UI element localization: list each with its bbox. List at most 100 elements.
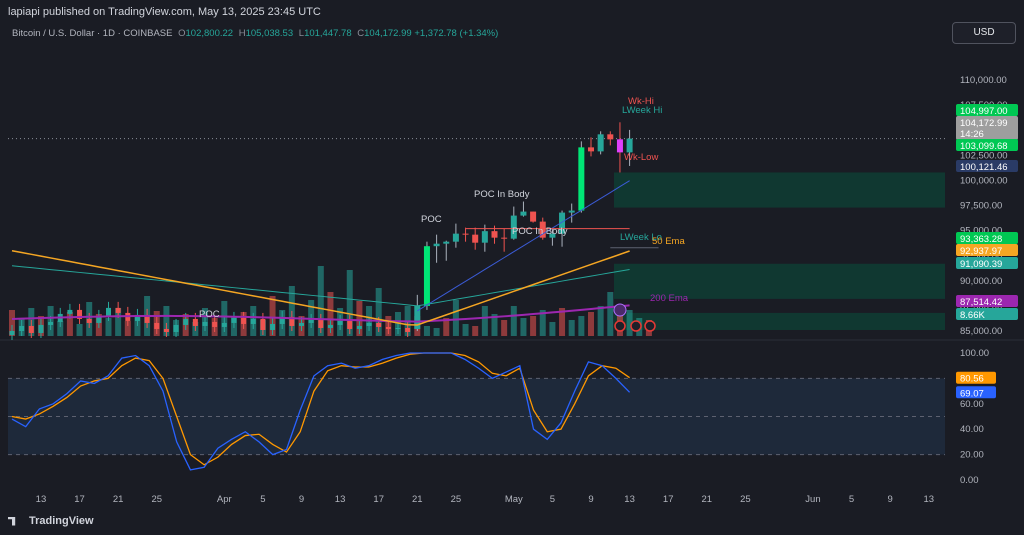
candle-body [481, 231, 488, 243]
price-label-text: 103,099.68 [960, 141, 1008, 152]
currency-button[interactable]: USD [952, 22, 1016, 44]
candle-body [385, 326, 391, 329]
y-tick-label: 97,500.00 [960, 201, 1002, 212]
price-label-text: 87,514.42 [960, 297, 1002, 308]
candle-body [530, 211, 537, 222]
price-label-box [956, 244, 1018, 256]
volume-bar [559, 308, 566, 336]
x-tick-label: 25 [151, 494, 162, 505]
candle-body [510, 215, 517, 239]
volume-bar [568, 320, 575, 336]
volume-bar [76, 324, 83, 336]
candle-body [86, 318, 92, 323]
price-label-text: 92,937.97 [960, 246, 1002, 257]
event-badge-icon [644, 320, 656, 332]
publisher-line: lapiapi published on TradingView.com, Ma… [8, 6, 321, 18]
price-label-box [956, 104, 1018, 116]
x-tick-label: 25 [451, 494, 462, 505]
stoch-k-value-box [956, 386, 996, 399]
tv-logo-icon [8, 516, 16, 526]
y-tick-label: 110,000.00 [960, 75, 1007, 86]
candle-body [241, 317, 247, 324]
symbol-legend: Bitcoin / U.S. Dollar · 1D · COINBASE O1… [12, 28, 499, 39]
price-label-box [956, 116, 1018, 140]
stoch-y-tick-label: 20.00 [960, 450, 984, 461]
price-label-text: 104,997.00 [960, 106, 1008, 117]
candle-body [308, 319, 314, 323]
y-tick-label: 95,000.00 [960, 226, 1002, 237]
x-tick-label: 13 [624, 494, 635, 505]
candle-body [607, 134, 614, 140]
last-week-high-label: LWeek Hi [622, 105, 662, 116]
volume-bar [462, 324, 469, 336]
candle-body [443, 241, 450, 244]
candle-body [279, 316, 285, 324]
x-tick-label: 13 [335, 494, 346, 505]
volume-bar [124, 321, 131, 336]
last-week-low-label: LWeek Lo [620, 232, 662, 243]
stoch-y-tick-label: 100.00 [960, 348, 989, 359]
x-tick-label: 9 [888, 494, 893, 505]
candle-body [106, 307, 111, 316]
price-label-box [956, 257, 1018, 269]
poc-label: POC [421, 214, 442, 225]
ema-50-line [11, 249, 630, 326]
volume-bar [597, 306, 604, 336]
candle-body [327, 324, 333, 328]
x-tick-label: Jun [805, 494, 820, 505]
x-tick-label: 17 [373, 494, 384, 505]
candle-body [356, 325, 362, 329]
low-value: 101,447.78 [304, 28, 352, 39]
price-label-box [956, 295, 1018, 307]
candle-body [395, 327, 401, 329]
candle-body [77, 309, 83, 319]
volume-bar [472, 326, 479, 336]
volume-bar [375, 288, 382, 336]
volume-bar [163, 306, 170, 336]
week-high-label: Wk-Hi [628, 96, 654, 107]
stoch-d-value-box [956, 371, 996, 384]
candle-body [28, 325, 34, 333]
candle-body [520, 211, 527, 216]
candle-body [626, 138, 633, 153]
volume-bar [433, 328, 440, 336]
candle-body [597, 134, 604, 152]
y-tick-label: 100,000.00 [960, 175, 1008, 186]
y-tick-label: 102,500.00 [960, 150, 1008, 161]
open-value: 102,800.22 [185, 28, 234, 39]
price-label-text: 104,172.99 [960, 118, 1008, 129]
event-badge-icon [614, 320, 626, 332]
x-tick-label: 21 [412, 494, 423, 505]
volume-bar [549, 322, 556, 336]
ema-50-label: 50 Ema [652, 236, 685, 247]
candle-body [115, 307, 121, 313]
volume-bar [607, 292, 614, 336]
poc-in-body-label: POC In Body [474, 189, 530, 200]
stoch-d-value: 80.56 [960, 374, 984, 385]
volume-bar [539, 310, 546, 336]
support-zone [614, 263, 945, 299]
candle-body [423, 246, 430, 306]
candle-body [212, 321, 218, 327]
volume-bar [491, 314, 498, 336]
volume-zone [614, 312, 945, 330]
volume-bar [443, 318, 450, 336]
x-tick-label: May [505, 494, 523, 505]
volume-bar [105, 318, 112, 336]
price-label-box [956, 232, 1018, 244]
high-value: 105,038.53 [245, 28, 294, 39]
price-label-countdown: 14:26 [960, 129, 984, 140]
x-tick-label: 21 [113, 494, 124, 505]
candle-body [289, 316, 295, 326]
candle-body [144, 314, 150, 323]
stoch-y-tick-label: 40.00 [960, 424, 984, 435]
x-tick-label: 5 [550, 494, 555, 505]
x-tick-label: 25 [740, 494, 751, 505]
price-label-box [956, 139, 1018, 151]
candle-body [578, 147, 585, 211]
stoch-k-value: 69.07 [960, 388, 984, 399]
y-tick-label: 90,000.00 [960, 276, 1002, 287]
event-flash-icon [613, 303, 627, 317]
symbol-name[interactable]: Bitcoin / U.S. Dollar · 1D · COINBASE [12, 28, 173, 39]
